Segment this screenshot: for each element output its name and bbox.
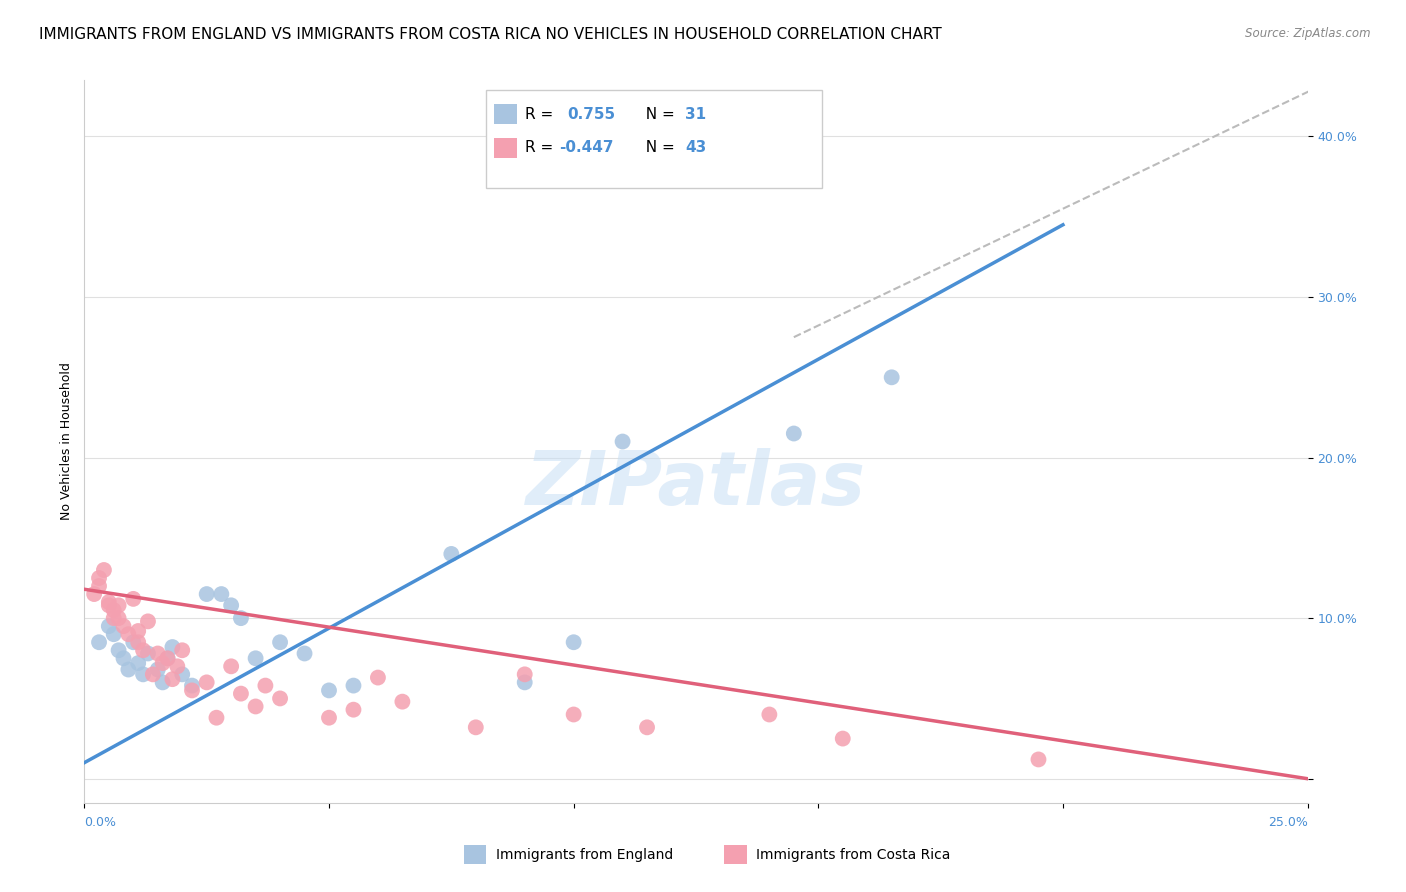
Point xyxy=(152,656,174,670)
Point xyxy=(636,720,658,734)
Text: N =: N = xyxy=(636,106,679,121)
Point xyxy=(97,595,120,609)
Point xyxy=(146,647,169,661)
Point xyxy=(107,599,129,613)
Text: 0.755: 0.755 xyxy=(567,106,616,121)
Text: 31: 31 xyxy=(685,106,706,121)
Point xyxy=(122,591,145,606)
Text: N =: N = xyxy=(636,140,679,155)
Point xyxy=(562,635,585,649)
Point xyxy=(229,611,252,625)
Point xyxy=(136,647,159,661)
Point xyxy=(513,667,536,681)
Point xyxy=(107,643,129,657)
Text: Source: ZipAtlas.com: Source: ZipAtlas.com xyxy=(1246,27,1371,40)
Point xyxy=(367,671,389,685)
Text: Immigrants from Costa Rica: Immigrants from Costa Rica xyxy=(756,847,950,862)
Text: Immigrants from England: Immigrants from England xyxy=(496,847,673,862)
Point xyxy=(318,683,340,698)
Point xyxy=(318,711,340,725)
Point xyxy=(205,711,228,725)
Point xyxy=(245,651,267,665)
Point xyxy=(269,691,291,706)
Text: 43: 43 xyxy=(685,140,707,155)
Text: -0.447: -0.447 xyxy=(558,140,613,155)
Point xyxy=(391,695,413,709)
Point xyxy=(464,720,486,734)
Point xyxy=(87,635,110,649)
Point xyxy=(162,672,184,686)
Point xyxy=(219,599,242,613)
Point xyxy=(127,624,149,638)
Point xyxy=(162,640,184,654)
Point xyxy=(132,643,155,657)
Point xyxy=(342,703,364,717)
Point xyxy=(103,611,125,625)
Point xyxy=(127,656,149,670)
Point xyxy=(342,679,364,693)
Point xyxy=(219,659,242,673)
Text: 0.0%: 0.0% xyxy=(84,815,117,829)
Point xyxy=(103,627,125,641)
Point xyxy=(562,707,585,722)
Point xyxy=(172,667,194,681)
Point xyxy=(112,619,135,633)
Text: 25.0%: 25.0% xyxy=(1268,815,1308,829)
Point xyxy=(166,659,188,673)
Point xyxy=(783,426,806,441)
Point xyxy=(156,651,179,665)
Point xyxy=(612,434,634,449)
Point xyxy=(181,683,204,698)
Text: R =: R = xyxy=(524,140,558,155)
Point xyxy=(87,579,110,593)
Point xyxy=(880,370,903,384)
Point xyxy=(156,651,179,665)
Point xyxy=(758,707,780,722)
Text: IMMIGRANTS FROM ENGLAND VS IMMIGRANTS FROM COSTA RICA NO VEHICLES IN HOUSEHOLD C: IMMIGRANTS FROM ENGLAND VS IMMIGRANTS FR… xyxy=(39,27,942,42)
Point xyxy=(103,603,125,617)
Point xyxy=(831,731,853,746)
Point xyxy=(254,679,277,693)
Point xyxy=(195,587,218,601)
Point xyxy=(132,667,155,681)
Point xyxy=(122,635,145,649)
Point xyxy=(294,647,316,661)
Text: ZIPatlas: ZIPatlas xyxy=(526,449,866,522)
Point xyxy=(229,687,252,701)
Point xyxy=(181,679,204,693)
Point xyxy=(136,615,159,629)
Point xyxy=(127,635,149,649)
Point xyxy=(172,643,194,657)
Point xyxy=(93,563,115,577)
Point xyxy=(152,675,174,690)
Point xyxy=(97,619,120,633)
Point xyxy=(83,587,105,601)
Point xyxy=(97,599,120,613)
Point xyxy=(107,611,129,625)
Point xyxy=(245,699,267,714)
Point xyxy=(112,651,135,665)
Point xyxy=(87,571,110,585)
Point xyxy=(440,547,463,561)
Point xyxy=(117,627,139,641)
Point xyxy=(117,663,139,677)
Point xyxy=(142,667,165,681)
Y-axis label: No Vehicles in Household: No Vehicles in Household xyxy=(60,363,73,520)
Point xyxy=(195,675,218,690)
Point xyxy=(513,675,536,690)
Point xyxy=(146,663,169,677)
Point xyxy=(209,587,232,601)
Point xyxy=(269,635,291,649)
Text: R =: R = xyxy=(524,106,562,121)
Point xyxy=(1028,752,1050,766)
